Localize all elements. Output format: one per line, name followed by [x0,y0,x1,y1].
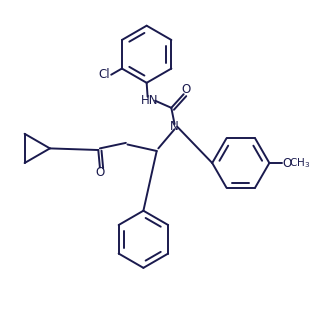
Text: CH$_3$: CH$_3$ [289,156,310,170]
Text: Cl: Cl [98,68,110,81]
Text: O: O [181,83,190,96]
Text: N: N [170,120,179,133]
Text: O: O [95,166,105,179]
Text: O: O [282,156,291,170]
Text: HN: HN [140,94,158,107]
